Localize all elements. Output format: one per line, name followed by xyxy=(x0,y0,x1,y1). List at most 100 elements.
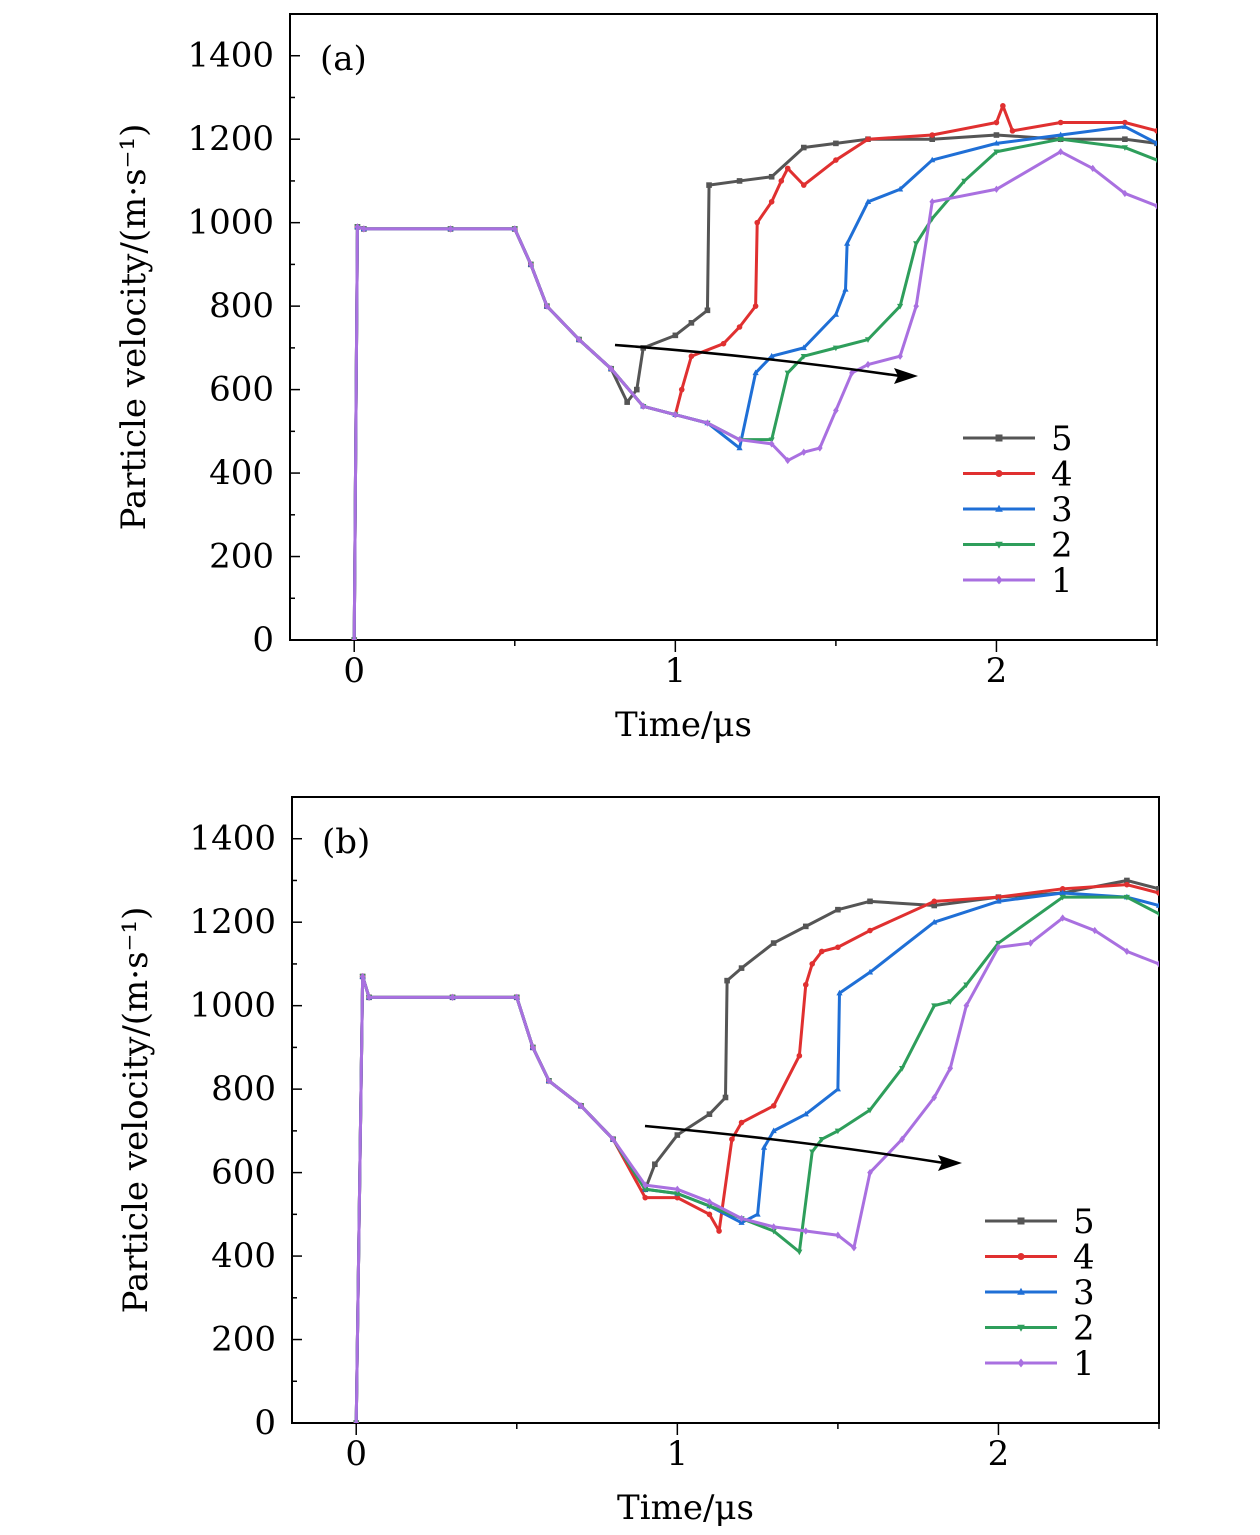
legend-marker-3 xyxy=(1017,1287,1025,1295)
data-point-3 xyxy=(752,369,759,376)
data-point-4 xyxy=(1122,119,1128,126)
data-point-3 xyxy=(897,185,904,192)
data-point-5 xyxy=(672,332,679,339)
data-point-1 xyxy=(578,1102,584,1110)
data-point-5 xyxy=(706,182,712,188)
data-point-1 xyxy=(1091,926,1098,935)
data-point-4 xyxy=(729,1136,735,1143)
data-point-1 xyxy=(1057,148,1064,156)
data-point-4 xyxy=(1057,119,1064,126)
plot-frame xyxy=(291,796,1160,1424)
data-point-3 xyxy=(993,140,1000,146)
legend-marker-5 xyxy=(995,434,1003,442)
data-point-2 xyxy=(770,1228,777,1235)
data-point-2 xyxy=(931,1003,938,1010)
data-point-1 xyxy=(867,1168,873,1177)
data-point-1 xyxy=(528,260,534,269)
y-tick-label: 200 xyxy=(209,537,274,577)
legend-marker-1 xyxy=(1017,1358,1025,1368)
data-point-2 xyxy=(818,1136,825,1143)
data-point-1 xyxy=(576,335,582,344)
data-point-2 xyxy=(1121,145,1128,151)
data-point-3 xyxy=(1121,123,1128,129)
y-axis-title: Particle velocity/(m·s⁻¹) xyxy=(116,907,156,1314)
data-point-4 xyxy=(867,927,873,934)
data-point-2 xyxy=(1155,911,1159,918)
data-point-1 xyxy=(1124,947,1130,956)
data-point-2 xyxy=(834,1128,841,1135)
data-point-4 xyxy=(738,1119,745,1126)
data-point-4 xyxy=(1000,103,1006,109)
series-line-1 xyxy=(354,916,1159,1423)
x-tick-label: 0 xyxy=(345,1434,367,1474)
data-point-1 xyxy=(366,993,372,1001)
legend-label-2: 2 xyxy=(1051,526,1073,566)
y-tick-label: 1400 xyxy=(187,36,274,76)
legend-marker-4 xyxy=(1017,1253,1025,1261)
data-point-5 xyxy=(652,1161,658,1168)
y-tick-label: 1200 xyxy=(189,902,276,942)
data-point-4 xyxy=(809,961,815,967)
data-point-5 xyxy=(688,320,695,326)
data-point-2 xyxy=(832,345,839,352)
data-point-4 xyxy=(800,182,807,188)
data-point-2 xyxy=(961,178,968,185)
data-point-3 xyxy=(768,352,775,359)
legend-label-2: 2 xyxy=(1073,1309,1095,1349)
data-point-1 xyxy=(817,444,823,452)
data-point-3 xyxy=(800,344,807,351)
data-point-1 xyxy=(899,1135,905,1143)
data-point-1 xyxy=(610,1135,616,1143)
data-point-1 xyxy=(608,365,614,373)
data-point-3 xyxy=(929,156,936,163)
data-point-1 xyxy=(913,302,919,310)
data-point-1 xyxy=(738,1214,745,1223)
trend-arrow-line xyxy=(644,1124,945,1165)
data-point-4 xyxy=(835,944,841,951)
trend-arrow-line xyxy=(614,343,901,378)
data-point-4 xyxy=(770,1103,777,1109)
data-point-4 xyxy=(1009,128,1016,134)
data-point-2 xyxy=(809,1149,816,1156)
y-tick-label: 1000 xyxy=(187,203,274,243)
data-point-1 xyxy=(963,1002,970,1010)
data-point-2 xyxy=(947,999,954,1005)
data-point-1 xyxy=(530,1043,536,1052)
legend-label-4: 4 xyxy=(1051,455,1073,495)
y-tick-label: 600 xyxy=(211,1153,276,1193)
y-tick-label: 400 xyxy=(209,453,274,493)
data-point-5 xyxy=(722,1094,729,1101)
data-point-1 xyxy=(359,972,366,981)
data-point-5 xyxy=(929,136,936,142)
data-point-3 xyxy=(1057,131,1064,138)
data-point-5 xyxy=(1124,877,1130,884)
x-tick-label: 1 xyxy=(665,651,687,691)
data-point-1 xyxy=(993,185,1000,193)
data-point-4 xyxy=(802,981,809,988)
data-point-2 xyxy=(674,1191,681,1197)
data-point-1 xyxy=(851,1244,857,1252)
data-point-1 xyxy=(800,448,807,456)
data-point-1 xyxy=(706,1198,713,1206)
data-point-1 xyxy=(835,1231,841,1239)
data-point-2 xyxy=(796,1249,803,1256)
panel-label: (a) xyxy=(320,39,367,79)
data-point-3 xyxy=(834,1085,841,1092)
data-point-1 xyxy=(672,411,679,419)
data-point-2 xyxy=(784,370,791,377)
data-point-1 xyxy=(784,456,791,465)
x-tick-label: 2 xyxy=(988,1434,1010,1474)
legend-marker-4 xyxy=(995,470,1003,478)
data-point-4 xyxy=(1059,886,1066,892)
data-point-1 xyxy=(1154,202,1157,210)
y-tick-label: 1000 xyxy=(189,986,276,1026)
data-point-4 xyxy=(993,119,1000,126)
data-point-2 xyxy=(899,1066,906,1072)
trend-arrow-head xyxy=(938,1155,962,1171)
data-point-5 xyxy=(835,906,841,913)
data-point-4 xyxy=(706,1211,713,1218)
data-point-1 xyxy=(674,1185,681,1193)
data-point-4 xyxy=(752,303,759,309)
data-point-5 xyxy=(1122,136,1128,142)
